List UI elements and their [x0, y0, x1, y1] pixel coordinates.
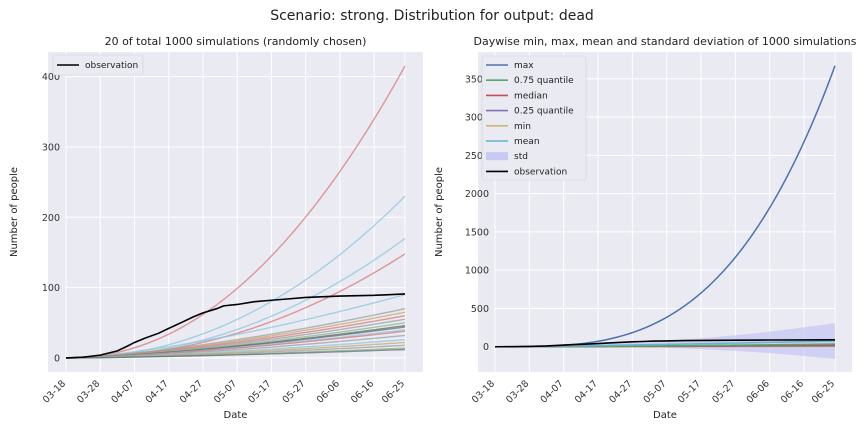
observation-line	[494, 338, 836, 348]
simulation-line	[65, 293, 406, 359]
right-y-tick-label: 2500	[465, 151, 489, 162]
right-x-axis-label: Date	[653, 410, 677, 421]
left-lines	[65, 65, 406, 359]
right-x-tick-label: 05-17	[676, 378, 703, 405]
left-plot-area	[48, 52, 423, 372]
right-y-tick-label: 1000	[465, 266, 489, 277]
right-x-tick-label: 06-06	[745, 378, 772, 405]
left-x-tick-label: 06-25	[380, 378, 407, 405]
left-x-tick-label: 03-28	[75, 378, 102, 405]
simulation-line	[65, 348, 406, 359]
left-chart-title: 20 of total 1000 simulations (randomly c…	[105, 35, 367, 48]
legend-label-0-25-quantile: 0.25 quantile	[514, 107, 574, 117]
right-lines	[494, 65, 836, 359]
left-y-tick-labels: 0 100 200 300 400	[42, 72, 60, 364]
right-chart-title: Daywise min, max, mean and standard devi…	[474, 35, 857, 48]
right-x-tick-labels: 03-18 03-28 04-07 04-17 04-27 05-07 05-17 05-27…	[470, 378, 837, 405]
left-x-tick-label: 05-07	[212, 378, 239, 405]
left-x-tick-label: 04-27	[178, 378, 205, 405]
right-x-tick-label: 03-28	[504, 378, 531, 405]
right-x-tick-label: 04-07	[539, 378, 566, 405]
right-legend: max 0.75 quantile median 0.25 quantile min me…	[481, 55, 587, 181]
left-x-tick-labels: 03-18 03-28 04-07 04-17 04-27 05-07 05-17 05-27…	[41, 378, 407, 405]
right-x-tick-label: 05-27	[710, 378, 737, 405]
left-legend: observation	[52, 54, 144, 76]
left-y-tick-label: 100	[42, 283, 60, 294]
legend-box	[481, 55, 587, 181]
right-x-tick-label: 06-16	[779, 378, 806, 405]
left-x-tick-label: 05-17	[246, 378, 273, 405]
right-y-tick-label: 500	[471, 304, 489, 315]
legend-label-std: std	[514, 152, 528, 162]
right-x-tick-label: 04-27	[607, 378, 634, 405]
legend-label-min: min	[514, 122, 531, 132]
left-x-tick-label: 06-06	[315, 378, 342, 405]
left-x-tick-label: 04-17	[144, 378, 171, 405]
legend-label-observation: observation	[85, 61, 138, 71]
left-x-tick-label: 03-18	[41, 378, 68, 405]
right-y-tick-label: 0	[483, 342, 489, 353]
left-x-tick-label: 06-16	[349, 378, 376, 405]
left-y-tick-label: 0	[54, 353, 60, 364]
simulation-line	[65, 65, 406, 359]
left-y-tick-label: 300	[42, 142, 60, 153]
right-y-tick-label: 3000	[465, 113, 489, 124]
left-x-tick-label: 04-07	[109, 378, 136, 405]
left-x-tick-label: 05-27	[281, 378, 308, 405]
right-x-tick-label: 06-25	[810, 378, 837, 405]
right-y-tick-label: 2000	[465, 189, 489, 200]
right-x-tick-label: 04-17	[573, 378, 600, 405]
left-y-axis-label: Number of people	[9, 167, 20, 257]
right-y-axis-label: Number of people	[434, 167, 445, 257]
legend-box	[52, 54, 144, 76]
right-y-tick-label: 1500	[465, 227, 489, 238]
legend-label-median: median	[514, 91, 548, 101]
legend-label-0-75-quantile: 0.75 quantile	[514, 76, 574, 86]
right-y-tick-labels: 0 500 1000 1500 2000 2500 3000 3500	[465, 74, 489, 353]
right-x-tick-label: 05-07	[642, 378, 669, 405]
legend-label-observation: observation	[514, 167, 567, 177]
left-grid	[65, 52, 406, 372]
left-x-axis-label: Date	[224, 410, 248, 421]
legend-label-max: max	[514, 61, 534, 71]
legend-label-mean: mean	[514, 137, 540, 147]
figure-suptitle: Scenario: strong. Distribution for outpu…	[270, 8, 594, 24]
right-x-tick-label: 03-18	[470, 378, 497, 405]
right-y-tick-label: 3500	[465, 74, 489, 85]
legend-swatch-std	[486, 152, 508, 161]
observation-line	[65, 293, 406, 359]
left-y-tick-label: 200	[42, 213, 60, 224]
left-y-tick-label: 400	[42, 72, 60, 83]
